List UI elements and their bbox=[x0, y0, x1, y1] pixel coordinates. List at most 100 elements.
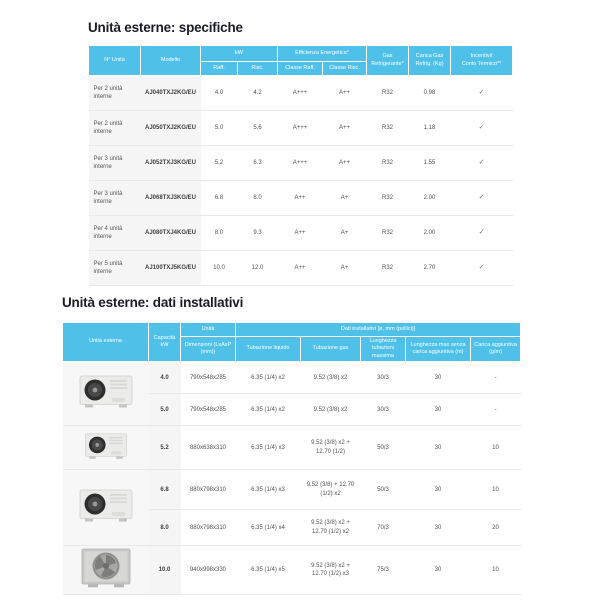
cell-dim: 940x998x330 bbox=[180, 545, 236, 595]
cell-gas: R32 bbox=[366, 250, 409, 286]
cell-incentivi: ✓ bbox=[450, 180, 513, 216]
cell-lunghezza: 75/3 bbox=[360, 545, 406, 595]
cell-modello: AJ100TXJ5KG/EU bbox=[140, 250, 201, 286]
cell-modello: AJ040TXJ2KG/EU bbox=[140, 75, 201, 111]
cell-unita: Per 2 unità interne bbox=[88, 75, 141, 111]
header-gas-refrigerante: Gas Refrigerante* bbox=[366, 45, 410, 76]
cell-carica: - bbox=[494, 374, 497, 381]
cell-liquido: 6.35 (1/4) x3 bbox=[235, 469, 301, 510]
cell-classe-raff: A++ bbox=[277, 250, 323, 286]
cell-dim: 880x638x310 bbox=[180, 425, 236, 470]
cell-max-senza: 30 bbox=[405, 425, 471, 470]
table-row: Per 2 unità interne AJ050TXJ2KG/EU 5.0 5.6 A… bbox=[88, 110, 513, 146]
cell-kw: 5.2 bbox=[148, 425, 181, 470]
cell-lunghezza: 50/3 bbox=[360, 425, 406, 470]
cell-risc: 5.6 bbox=[237, 110, 278, 146]
cell-unita: Per 5 unità interne bbox=[88, 250, 141, 286]
header-lunghezza-max-senza-carica: Lunghezza max senza carica aggiuntiva (m… bbox=[405, 335, 471, 363]
cell-dim: 790x548x285 bbox=[189, 374, 227, 381]
section-title-specifiche: Unità esterne: specifiche bbox=[88, 20, 243, 35]
header-tubazione-gas: Tubazione gas bbox=[300, 335, 361, 363]
cell-gas: 9.52 (3/8) x2 bbox=[313, 374, 348, 381]
table-row: 4.0 790x548x285 6.35 (1/4) x2 9.52 (3/8) x2… bbox=[62, 361, 521, 426]
cell-gas: R32 bbox=[382, 89, 394, 96]
header-n-unita: N° Unità bbox=[88, 45, 141, 76]
cell-liquido: 6.35 (1/4) x2 bbox=[235, 393, 301, 426]
cell-max-senza: 30 bbox=[434, 374, 442, 381]
cell-risc: 6.3 bbox=[237, 145, 278, 181]
cell-max-senza: 30 bbox=[405, 545, 471, 595]
cell-gas: R32 bbox=[366, 145, 409, 181]
header-classe-risc: Classe Risc. bbox=[322, 61, 368, 76]
header-group-kw: kW bbox=[199, 45, 279, 62]
header-raff: Raff. bbox=[200, 61, 238, 76]
cell-raff: 8.0 bbox=[200, 215, 238, 251]
cell-max-senza: 30 bbox=[405, 393, 471, 426]
cell-modello: AJ080TXJ4KG/EU bbox=[140, 215, 201, 251]
section-title-dati-installativi: Unità esterne: dati installativi bbox=[62, 295, 244, 310]
cell-carica: 2.00 bbox=[408, 180, 451, 216]
cell-carica: - bbox=[470, 393, 521, 426]
cell-incentivi: ✓ bbox=[450, 145, 513, 181]
cell-kw: 10.0 bbox=[148, 545, 181, 595]
table-row: 10.0 940x998x330 6.35 (1/4) x5 9.52 (3/8) x… bbox=[62, 545, 521, 595]
cell-kw: 4.0 bbox=[148, 361, 181, 394]
header-risc: Risc. bbox=[236, 61, 279, 76]
cell-classe-raff: A+++ bbox=[277, 145, 323, 181]
header-incentivi: Incentivi/ Conto Termico** bbox=[450, 45, 514, 76]
cell-gas: 9.52 (3/8) + 12.70 (1/2) x2 bbox=[300, 469, 361, 510]
header-carica-aggiuntiva: Carica aggiuntiva (g/m) bbox=[469, 335, 522, 363]
cell-unita: Per 3 unità interne bbox=[88, 145, 141, 181]
cell-carica: 2.70 bbox=[408, 250, 451, 286]
cell-kw: 8.0 bbox=[148, 509, 181, 546]
cell-incentivi: ✓ bbox=[450, 215, 513, 251]
install-table-body: 4.0 790x548x285 6.35 (1/4) x2 9.52 (3/8) x2… bbox=[62, 361, 521, 595]
cell-raff: 6.8 bbox=[200, 180, 238, 216]
cell-risc: 4.2 bbox=[253, 89, 262, 96]
cell-incentivi: ✓ bbox=[450, 110, 513, 146]
header-group-unita: Unità bbox=[180, 322, 236, 337]
header-dimensioni: Dimensioni (LxAxP (mm)) bbox=[180, 335, 236, 363]
header-modello: Modello bbox=[140, 45, 201, 76]
table-row: 5.2 880x638x310 6.35 (1/4) x3 9.52 (3/8) x2… bbox=[62, 425, 521, 470]
cell-risc: 9.3 bbox=[237, 215, 278, 251]
table-row: Per 5 unità interne AJ100TXJ5KG/EU 10.0 12.… bbox=[88, 250, 513, 286]
cell-raff: 5.2 bbox=[200, 145, 238, 181]
spec-table: N° Unità Modello kW Efficienza Energetic… bbox=[88, 45, 514, 286]
cell-modello: AJ050TXJ2KG/EU bbox=[140, 110, 201, 146]
header-carica-gas: Carica Gas Refrig. (Kg) bbox=[408, 45, 452, 76]
cell-unita: Per 4 unità interne bbox=[88, 215, 141, 251]
header-group-dati-installativi: Dati installativi [ø, mm (pollici)] bbox=[234, 322, 522, 337]
cell-risc: 8.0 bbox=[237, 180, 278, 216]
spec-table-body: Per 2 unità interne AJ040TXJ2KG/EU 4.0 4.2 A… bbox=[88, 75, 513, 286]
cell-classe-risc: A++ bbox=[322, 145, 367, 181]
cell-carica: 10 bbox=[470, 425, 521, 470]
header-lunghezza-tubazioni: Lunghezza tubazioni massima bbox=[360, 335, 406, 363]
cell-liquido: 6.35 (1/4) x3 bbox=[235, 425, 301, 470]
cell-dim: 880x798x310 bbox=[180, 509, 236, 546]
cell-classe-raff: A++ bbox=[277, 215, 323, 251]
cell-carica: 10 bbox=[470, 545, 521, 595]
cell-classe-risc: A++ bbox=[322, 110, 367, 146]
install-table-header: Unità esterna Capacità kW Unità Dati ins… bbox=[62, 321, 522, 363]
cell-kw: 6.8 bbox=[148, 469, 181, 510]
cell-unita: Per 3 unità interne bbox=[88, 180, 141, 216]
cell-carica: 1.55 bbox=[408, 145, 451, 181]
cell-gas: 9.52 (3/8) x2 + 12.70 (1/2) bbox=[300, 425, 361, 470]
cell-gas: 9.52 (3/8) x2 bbox=[300, 393, 361, 426]
spec-table-header: N° Unità Modello kW Efficienza Energetic… bbox=[88, 45, 514, 76]
outdoor-unit-photo bbox=[62, 469, 149, 546]
table-row: Per 2 unità interne AJ040TXJ2KG/EU 4.0 4.2 A… bbox=[88, 75, 513, 111]
cell-liquido: 6.35 (1/4) x5 bbox=[235, 545, 301, 595]
cell-max-senza: 30 bbox=[405, 469, 471, 510]
cell-classe-risc: A+ bbox=[322, 215, 367, 251]
cell-carica: 2.00 bbox=[408, 215, 451, 251]
table-row: 6.8 880x798x310 6.35 (1/4) x3 9.52 (3/8) + … bbox=[62, 469, 521, 546]
cell-gas: 9.52 (3/8) x2 + 12.70 (1/2) x2 bbox=[300, 509, 361, 546]
cell-risc: 12.0 bbox=[237, 250, 278, 286]
cell-gas: R32 bbox=[366, 110, 409, 146]
cell-carica: 20 bbox=[470, 509, 521, 546]
cell-classe-risc: A+ bbox=[322, 250, 367, 286]
cell-gas: R32 bbox=[366, 215, 409, 251]
